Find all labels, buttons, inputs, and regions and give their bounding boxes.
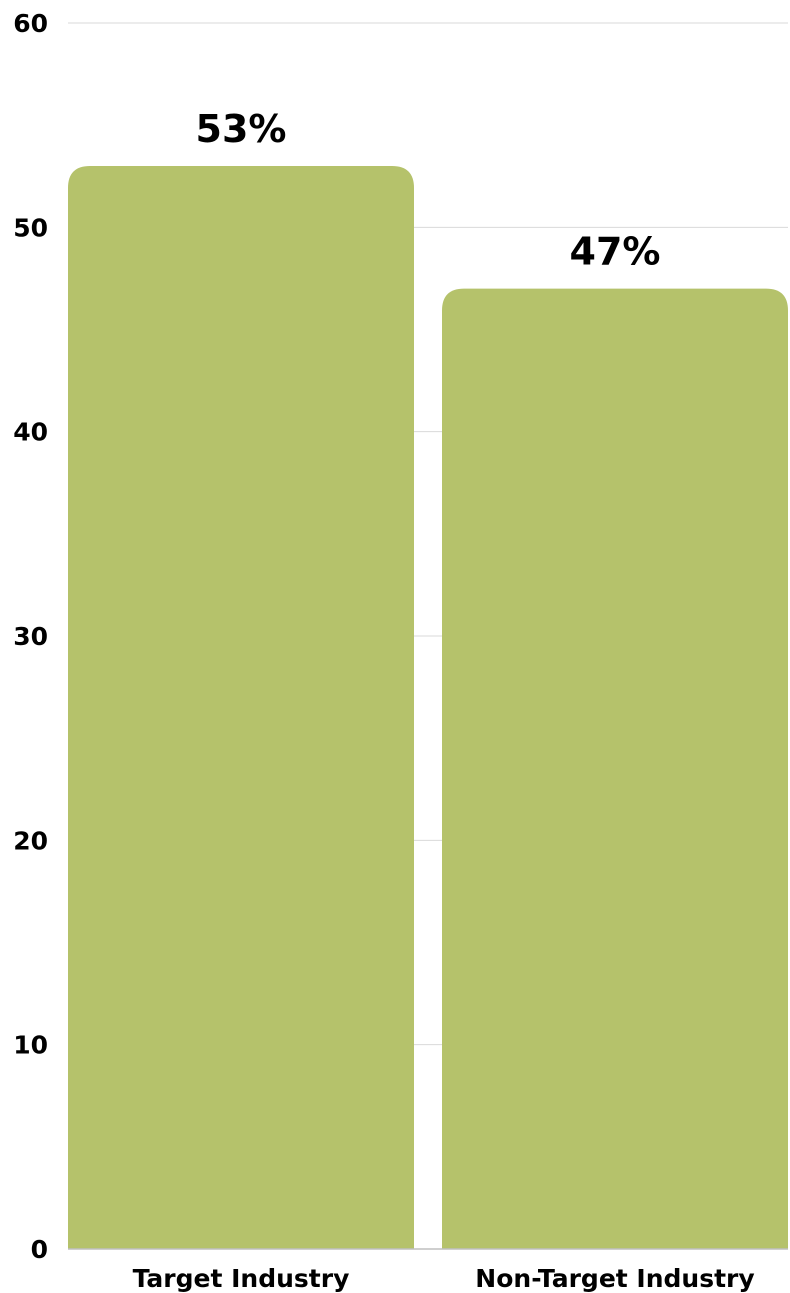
value-label-1: 53% — [196, 107, 287, 151]
bar-target-industry — [68, 166, 414, 1250]
y-tick-label-10: 10 — [13, 1031, 48, 1060]
y-tick-label-30: 30 — [13, 622, 48, 651]
value-labels: 53% 47% — [196, 107, 661, 274]
y-tick-label-20: 20 — [13, 826, 48, 855]
y-tick-label-50: 50 — [13, 213, 48, 242]
category-label-1: Target Industry — [133, 1264, 350, 1293]
category-label-2: Non-Target Industry — [475, 1264, 754, 1293]
y-tick-label-0: 0 — [31, 1235, 48, 1264]
x-axis-categories: Target Industry Non-Target Industry — [133, 1264, 755, 1293]
bars — [68, 166, 788, 1250]
value-label-2: 47% — [570, 230, 661, 274]
y-tick-label-60: 60 — [13, 9, 48, 38]
y-axis-ticks: 0 10 20 30 40 50 60 — [13, 9, 48, 1264]
y-tick-label-40: 40 — [13, 418, 48, 447]
bar-non-target-industry — [442, 288, 788, 1250]
